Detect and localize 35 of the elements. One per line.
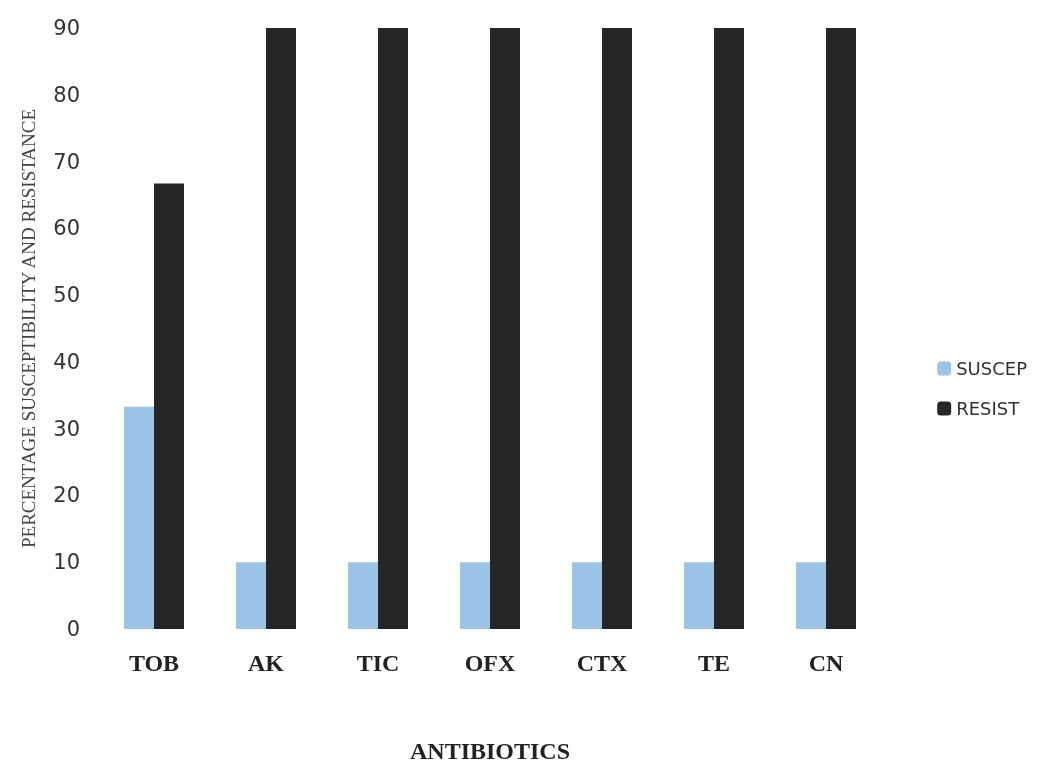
y-tick-label: 50 xyxy=(53,283,80,308)
x-tick-label: OFX xyxy=(464,650,516,676)
y-tick-label: 80 xyxy=(53,82,80,107)
bar xyxy=(460,562,490,629)
y-tick-label: 30 xyxy=(53,416,80,441)
x-tick-label: CN xyxy=(808,650,844,676)
y-tick-label: 0 xyxy=(66,617,80,641)
y-axis-title: PERCENTAGE SUSCEPTIBILITY AND RESISTANCE xyxy=(18,108,39,549)
bar xyxy=(154,183,184,629)
bar xyxy=(124,406,154,629)
y-tick-label: 70 xyxy=(53,149,80,174)
bar xyxy=(714,28,744,629)
y-tick-label: 20 xyxy=(53,483,80,508)
bar xyxy=(348,562,378,629)
bar xyxy=(602,28,632,629)
y-tick-label: 90 xyxy=(53,16,80,40)
bar xyxy=(490,28,520,629)
x-tick-label: TIC xyxy=(356,650,400,676)
y-tick-label: 40 xyxy=(53,349,80,374)
bar xyxy=(236,562,266,629)
y-tick-label: 10 xyxy=(53,550,80,575)
y-tick-label: 60 xyxy=(53,216,80,241)
bar xyxy=(378,28,408,629)
bar xyxy=(796,562,826,629)
x-tick-label: TOB xyxy=(128,650,180,676)
x-axis-title: ANTIBIOTICS xyxy=(409,738,571,764)
bar xyxy=(266,28,296,629)
bar xyxy=(572,562,602,629)
x-tick-label: CTX xyxy=(576,650,628,676)
bar xyxy=(826,28,856,629)
x-tick-label: TE xyxy=(697,650,731,676)
legend-label: SUSCEP xyxy=(956,358,1028,379)
x-tick-label: AK xyxy=(248,650,285,676)
bar xyxy=(684,562,714,629)
legend-label: RESIST xyxy=(956,398,1021,419)
